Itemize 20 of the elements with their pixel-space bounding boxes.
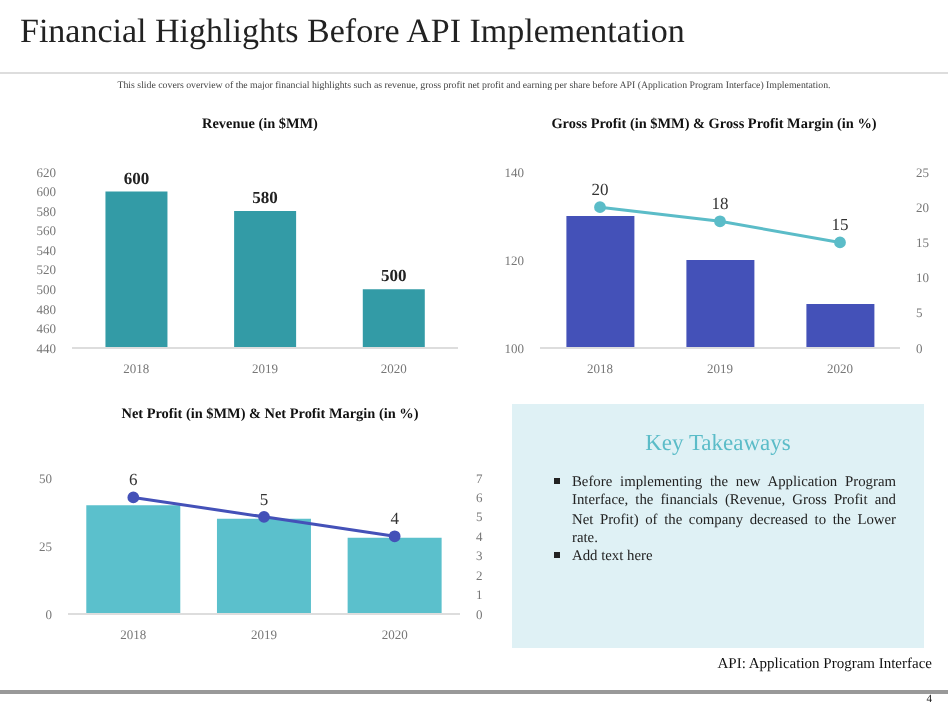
text: Key Takeaways [643,432,793,456]
bar [347,537,442,614]
text: Financial Highlights Before API Implementation [20,12,685,52]
data-label: 500 [381,265,407,286]
data-label: 20 [591,179,609,200]
data-label: 6 [129,469,138,490]
data-label: 4 [390,508,401,529]
data-label: 600 [123,167,150,188]
point [834,236,846,249]
data-label: 580 [252,187,278,208]
data-label: 5 [259,488,269,509]
data-label: 15 [831,214,849,235]
bar [216,518,311,614]
point [127,491,140,504]
point [388,530,401,543]
data-label: 18 [711,193,729,214]
bar [86,505,181,614]
point [594,201,606,214]
point [714,215,726,228]
point [258,510,270,523]
